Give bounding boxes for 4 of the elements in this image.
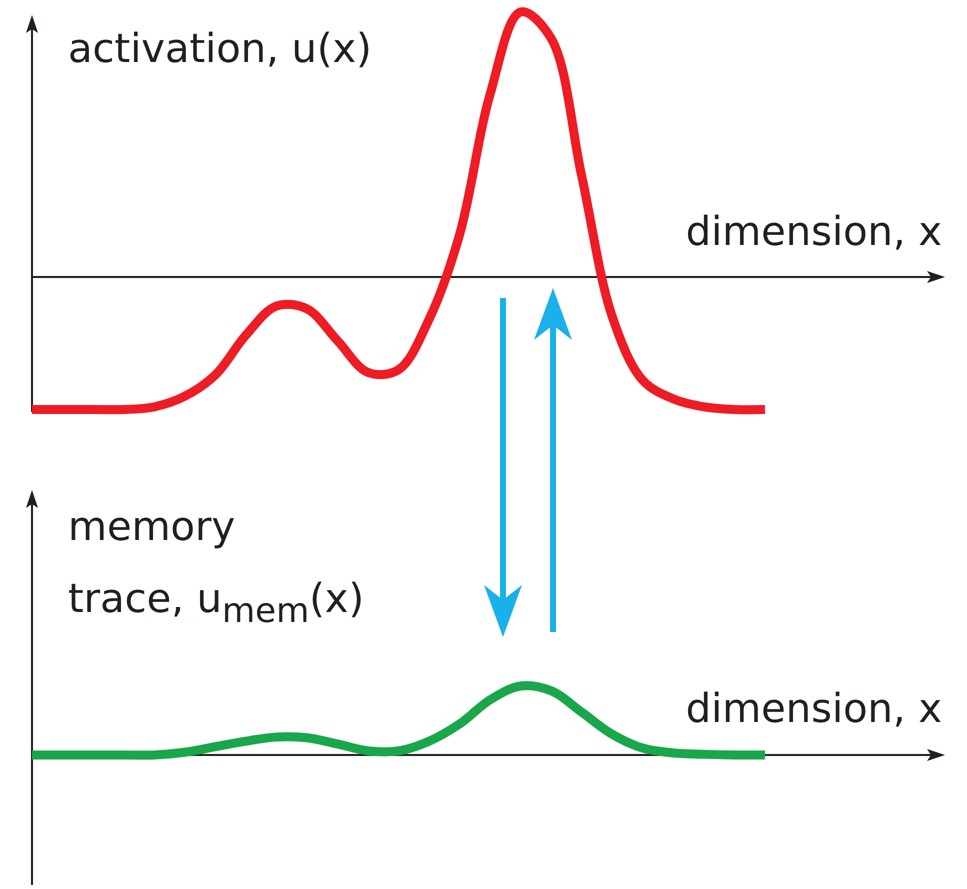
y-axis-title: memory trace, u$_{mem}$(x) (68, 504, 364, 632)
y-axis-title: activation, u(x) (68, 26, 372, 72)
x-axis-title: dimension, x (686, 686, 942, 732)
x-axis-title: dimension, x (686, 209, 942, 255)
